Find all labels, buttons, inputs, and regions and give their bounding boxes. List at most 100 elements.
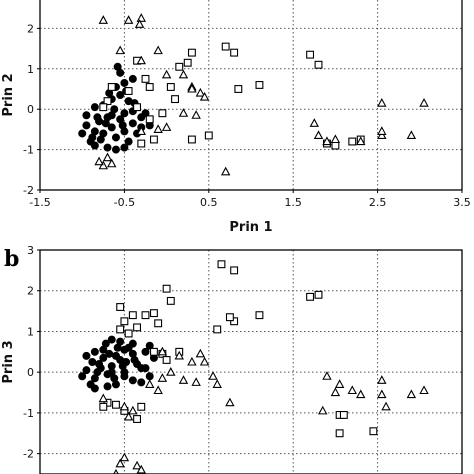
data-point-open-triangle: [199, 91, 210, 101]
data-point-open-square: [103, 398, 112, 407]
data-point-open-triangle: [136, 13, 147, 22]
data-point-open-square: [306, 292, 315, 301]
data-point-filled-circle: [88, 133, 97, 142]
data-point-filled-circle: [105, 349, 114, 358]
data-point-open-triangle: [309, 118, 320, 127]
data-point-open-square: [314, 290, 323, 299]
data-point-filled-circle: [111, 133, 120, 142]
y-tick-label: -2: [23, 184, 34, 197]
data-point-filled-circle: [88, 357, 97, 366]
data-point-open-square: [331, 141, 340, 150]
data-point-filled-circle: [103, 382, 112, 391]
plot-frame: [39, 0, 463, 191]
data-point-filled-circle: [120, 143, 129, 152]
data-point-filled-circle: [96, 135, 105, 144]
data-point-filled-circle: [145, 341, 154, 350]
y-tick-label: 0: [27, 366, 34, 379]
data-point-filled-circle: [82, 121, 91, 130]
data-point-open-triangle: [136, 126, 147, 135]
data-point-open-square: [221, 42, 230, 51]
data-point-open-square: [171, 95, 179, 104]
data-point-open-triangle: [102, 152, 113, 162]
data-point-open-triangle: [107, 158, 117, 168]
data-point-filled-circle: [145, 372, 154, 381]
panel-prin1-vs-prin2: -2 -1 0 1 2 -1.5 -0.5 0.5 1.5 2.5 3.5 Prin 2 Prin 1: [1, 0, 471, 235]
data-point-open-square: [124, 87, 133, 95]
x-tick-label: -0.5: [114, 196, 135, 209]
data-point-open-triangle: [347, 385, 358, 395]
data-point-open-triangle: [355, 389, 366, 399]
data-point-open-square: [217, 260, 226, 269]
data-point-open-triangle: [134, 19, 145, 28]
data-point-filled-circle: [101, 119, 110, 128]
data-point-open-square: [339, 410, 348, 419]
data-point-open-square: [141, 74, 150, 83]
data-point-open-square: [149, 135, 158, 144]
data-point-open-square: [162, 284, 171, 293]
data-point-filled-circle: [113, 343, 122, 352]
data-point-open-square: [158, 109, 167, 118]
data-point-filled-circle: [120, 109, 129, 118]
data-point-open-triangle: [212, 379, 222, 388]
data-point-open-triangle: [318, 405, 328, 415]
x-axis-label: Prin 1: [229, 220, 272, 235]
data-point-open-triangle: [119, 452, 130, 462]
data-point-open-square: [348, 137, 357, 146]
y-tick-label: 0: [27, 103, 34, 116]
data-point-filled-circle: [137, 378, 146, 387]
data-point-open-triangle: [377, 375, 387, 384]
data-point-filled-circle: [118, 362, 127, 371]
data-point-open-triangle: [377, 126, 387, 135]
data-point-open-triangle: [161, 69, 172, 79]
data-point-filled-circle: [101, 339, 110, 348]
data-point-open-triangle: [115, 45, 125, 55]
data-point-open-triangle: [178, 69, 189, 79]
data-point-filled-circle: [141, 109, 150, 118]
data-point-open-triangle: [406, 130, 417, 140]
data-point-filled-circle: [141, 347, 150, 356]
data-point-open-square: [137, 139, 146, 148]
data-point-open-square: [187, 135, 196, 144]
data-point-open-square: [116, 325, 125, 334]
data-point-open-triangle: [191, 377, 201, 386]
data-point-open-triangle: [174, 350, 184, 360]
x-tick-label: 0.5: [200, 196, 218, 209]
data-point-open-square: [314, 60, 323, 69]
data-point-open-square: [133, 103, 142, 112]
data-point-open-triangle: [123, 15, 134, 24]
data-point-open-triangle: [178, 108, 189, 117]
y-tick-label: 2: [27, 285, 34, 298]
data-point-open-square: [255, 311, 264, 320]
data-point-open-triangle: [123, 411, 134, 421]
data-point-filled-circle: [128, 376, 137, 385]
x-tick-label: 2.5: [369, 196, 387, 209]
data-point-open-square: [234, 85, 243, 93]
y-tick-label: -2: [23, 448, 34, 461]
data-point-open-triangle: [322, 136, 332, 146]
data-point-filled-circle: [93, 113, 102, 122]
data-point-open-triangle: [132, 460, 142, 470]
data-point-filled-circle: [90, 384, 99, 393]
data-point-open-square: [137, 402, 146, 411]
data-point-filled-circle: [128, 339, 137, 348]
data-point-filled-circle: [118, 121, 127, 130]
data-point-filled-circle: [78, 129, 87, 138]
data-point-filled-circle: [90, 141, 99, 150]
data-point-open-triangle: [381, 401, 391, 411]
data-point-open-triangle: [157, 346, 168, 356]
data-point-open-triangle: [377, 97, 387, 107]
data-point-open-triangle: [195, 348, 206, 358]
data-point-open-square: [255, 81, 264, 89]
data-point-open-triangle: [419, 385, 429, 395]
data-point-open-triangle: [153, 45, 163, 55]
data-point-open-square: [335, 429, 344, 438]
data-point-filled-circle: [128, 119, 137, 128]
data-point-open-square: [149, 347, 158, 356]
data-point-open-square: [141, 311, 150, 320]
data-point-open-square: [230, 317, 239, 326]
y-axis-label: Prin 2: [1, 73, 16, 116]
data-point-filled-circle: [103, 143, 112, 152]
data-point-filled-circle: [107, 123, 116, 132]
data-point-open-triangle: [191, 110, 201, 119]
data-point-filled-circle: [82, 366, 91, 375]
